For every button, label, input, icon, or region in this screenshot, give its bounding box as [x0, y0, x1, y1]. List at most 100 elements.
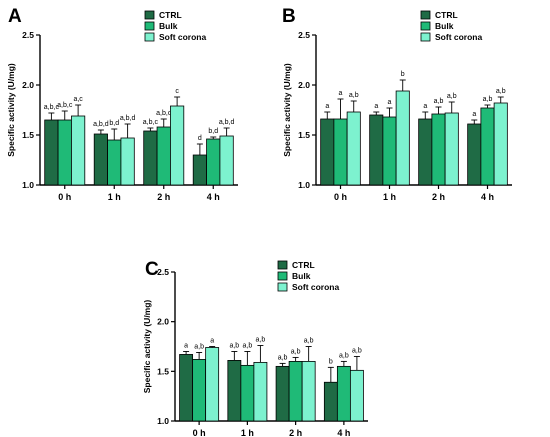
bar-bulk — [240, 364, 255, 422]
legend-swatch — [277, 271, 288, 281]
bar-soft-corona — [346, 111, 361, 186]
legend-label: Soft corona — [292, 282, 339, 292]
significance-label: a — [374, 103, 378, 110]
bar-soft-corona — [120, 137, 135, 186]
legend-swatch — [420, 10, 431, 20]
panel-label: C — [145, 259, 159, 280]
significance-label: a,b — [352, 347, 362, 354]
legend-swatch — [277, 260, 288, 270]
significance-label: a,b — [434, 98, 444, 105]
significance-label: a,b,c — [156, 110, 172, 117]
significance-label: a,c — [73, 96, 83, 103]
bar-soft-corona — [205, 347, 220, 422]
legend-label: CTRL — [159, 10, 182, 20]
bar-soft-corona — [349, 369, 364, 422]
bar-soft-corona — [444, 112, 459, 186]
significance-label: b,d — [109, 120, 119, 127]
legend-swatch — [420, 32, 431, 42]
legend-swatch — [277, 282, 288, 292]
x-tick-label: 4 h — [337, 428, 350, 437]
bar-ctrl — [227, 360, 242, 422]
legend-label: CTRL — [292, 260, 315, 270]
bar-bulk — [57, 119, 72, 186]
panel-label: A — [8, 6, 22, 27]
y-tick-label: 1.5 — [22, 130, 34, 140]
significance-label: a — [210, 338, 214, 345]
bar-bulk — [206, 138, 221, 186]
bar-soft-corona — [493, 102, 508, 186]
y-tick-label: 1.5 — [157, 366, 169, 376]
significance-label: a,b — [339, 352, 349, 359]
chart-panel-a: A 1.0 1.5 2.0 2.5 Specific activity (U/mg) 0 h… — [6, 6, 238, 202]
y-tick-label: 2.5 — [298, 30, 310, 40]
significance-label: a,b — [483, 96, 493, 103]
significance-label: a,b — [194, 343, 204, 350]
y-tick-label: 2.5 — [22, 30, 34, 40]
y-axis-label: Specific activity (U/mg) — [6, 63, 16, 157]
bar-ctrl — [467, 123, 482, 186]
x-tick-label: 0 h — [193, 428, 206, 437]
legend-label: Bulk — [159, 21, 178, 31]
y-axis-label: Specific activity (U/mg) — [282, 63, 292, 157]
bar-bulk — [107, 139, 122, 186]
bar-soft-corona — [395, 90, 410, 186]
y-tick-label: 1.0 — [22, 180, 34, 190]
x-tick-label: 4 h — [207, 192, 220, 202]
significance-label: b — [329, 358, 333, 365]
chart-panel-c: C 1.0 1.5 2.0 2.5 Specific activity (U/mg) 0 h… — [142, 259, 368, 437]
bar-bulk — [156, 126, 171, 186]
x-tick-label: 0 h — [334, 192, 347, 202]
significance-label: a,b — [349, 92, 359, 99]
bar-soft-corona — [170, 105, 185, 186]
y-tick-label: 2.5 — [157, 267, 169, 277]
y-tick-label: 1.5 — [298, 130, 310, 140]
panel-label: B — [282, 6, 296, 27]
significance-label: a,b,d — [219, 119, 235, 126]
y-tick-label: 2.0 — [157, 317, 169, 327]
significance-label: a,b,c — [57, 102, 73, 109]
bar-ctrl — [143, 130, 158, 186]
significance-label: b — [401, 71, 405, 78]
legend-swatch — [420, 21, 431, 31]
significance-label: a,b,d — [93, 121, 109, 128]
legend-swatch — [144, 21, 155, 31]
significance-label: a — [423, 103, 427, 110]
bar-bulk — [480, 107, 495, 186]
bar-soft-corona — [219, 135, 234, 186]
significance-label: a — [388, 99, 392, 106]
legend-label: Bulk — [435, 21, 454, 31]
significance-label: a,b — [278, 354, 288, 361]
significance-label: a — [472, 111, 476, 118]
x-tick-label: 1 h — [383, 192, 396, 202]
significance-label: a,b — [256, 337, 266, 344]
significance-label: a,b — [229, 342, 239, 349]
significance-label: a,b,d — [120, 115, 136, 122]
bar-ctrl — [323, 381, 338, 422]
bar-soft-corona — [253, 361, 268, 422]
bar-ctrl — [418, 118, 433, 186]
bar-soft-corona — [71, 115, 86, 186]
legend-swatch — [144, 32, 155, 42]
legend-label: Soft corona — [435, 32, 482, 42]
x-tick-label: 1 h — [108, 192, 121, 202]
y-axis-label: Specific activity (U/mg) — [142, 300, 152, 394]
legend-swatch — [144, 10, 155, 20]
significance-label: a,b — [304, 338, 314, 345]
bar-ctrl — [179, 354, 194, 422]
significance-label: a — [339, 90, 343, 97]
bar-bulk — [333, 118, 348, 186]
significance-label: c — [175, 88, 179, 95]
significance-label: a — [325, 103, 329, 110]
y-tick-label: 1.0 — [298, 180, 310, 190]
x-tick-label: 2 h — [289, 428, 302, 437]
bar-bulk — [431, 113, 446, 186]
x-tick-label: 1 h — [241, 428, 254, 437]
bar-bulk — [336, 365, 351, 422]
legend-label: Bulk — [292, 271, 311, 281]
bar-bulk — [288, 360, 303, 422]
bar-ctrl — [369, 114, 384, 186]
bar-bulk — [382, 116, 397, 186]
significance-label: a,b — [243, 342, 253, 349]
